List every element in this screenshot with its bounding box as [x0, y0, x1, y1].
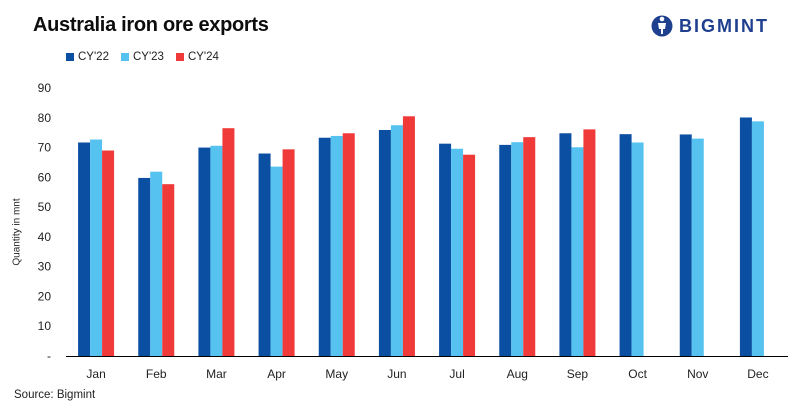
brand-name: BIGMINT	[679, 15, 769, 36]
y-tick-label: 90	[38, 81, 52, 95]
x-tick-label: May	[325, 367, 348, 381]
bar-cy23-mar	[210, 145, 223, 356]
legend-item-cy24: CY'24	[175, 51, 219, 63]
legend-swatch-cy22	[66, 53, 74, 61]
x-tick-label: Feb	[146, 367, 167, 381]
bar-cy24-jul	[463, 154, 476, 356]
bar-cy23-nov	[691, 138, 704, 356]
bar-cy24-jan	[102, 150, 115, 356]
x-tick-label: Aug	[507, 367, 528, 381]
x-tick-label: Mar	[206, 367, 227, 381]
bar-cy23-apr	[270, 166, 283, 356]
bar-cy22-apr	[258, 153, 271, 356]
x-tick-label: Dec	[747, 367, 768, 381]
chart-legend: CY'22 CY'23 CY'24	[66, 51, 219, 63]
x-tick-label: Apr	[267, 367, 286, 381]
bar-cy24-sep	[583, 129, 596, 356]
bar-cy23-feb	[150, 171, 163, 356]
bar-cy23-jan	[90, 139, 103, 356]
bar-cy22-may	[318, 137, 331, 356]
chart-title: Australia iron ore exports	[33, 14, 269, 36]
bar-cy22-mar	[198, 147, 211, 356]
bar-cy23-dec	[751, 121, 764, 356]
bar-cy24-feb	[162, 184, 175, 356]
bar-cy24-aug	[523, 137, 536, 356]
bar-cy24-apr	[282, 149, 295, 356]
x-tick-label: Sep	[567, 367, 589, 381]
y-tick-label: 40	[38, 230, 52, 244]
legend-swatch-cy23	[120, 53, 129, 61]
bar-cy23-jul	[451, 148, 464, 356]
y-tick-label: 50	[38, 200, 52, 214]
bar-cy22-jul	[439, 143, 452, 356]
x-tick-label: Oct	[628, 367, 647, 381]
legend-item-cy23: CY'23	[120, 51, 164, 63]
bar-cy22-jan	[78, 142, 91, 356]
bar-cy23-jun	[390, 125, 403, 356]
y-tick-label: 70	[38, 141, 52, 155]
bar-cy23-may	[330, 135, 343, 356]
y-tick-label: 30	[38, 260, 52, 274]
brand-logo: BIGMINT	[651, 11, 769, 41]
y-tick-label: 10	[38, 319, 52, 333]
bigmint-logo-icon	[651, 15, 673, 37]
bar-cy24-may	[342, 133, 355, 356]
x-tick-label: Jan	[86, 367, 105, 381]
legend-label-cy22: CY'22	[78, 51, 109, 63]
legend-label-cy23: CY'23	[132, 51, 164, 63]
x-tick-label: Jul	[449, 367, 464, 381]
legend-label-cy24: CY'24	[187, 51, 219, 63]
x-tick-label: Jun	[387, 367, 406, 381]
bar-cy22-feb	[138, 177, 151, 356]
y-tick-label: -	[47, 349, 51, 363]
bar-cy23-sep	[571, 147, 584, 356]
y-tick-label: 20	[38, 289, 52, 303]
source-note: Source: Bigmint	[14, 389, 96, 401]
bar-cy24-jun	[402, 116, 415, 356]
bar-cy22-jun	[378, 129, 391, 356]
bar-cy22-dec	[739, 117, 752, 356]
x-tick-label: Nov	[687, 367, 708, 381]
bar-cy22-oct	[619, 134, 632, 356]
bar-cy23-aug	[511, 142, 524, 356]
bar-cy22-nov	[679, 134, 692, 356]
legend-item-cy22: CY'22	[66, 51, 109, 63]
y-tick-label: 80	[38, 111, 52, 125]
bar-cy23-oct	[631, 142, 644, 356]
bar-cy24-mar	[222, 128, 235, 356]
y-tick-label: 60	[38, 170, 52, 184]
bar-cy22-sep	[559, 133, 572, 356]
legend-swatch-cy24	[175, 53, 184, 61]
bar-cy22-aug	[499, 144, 512, 356]
